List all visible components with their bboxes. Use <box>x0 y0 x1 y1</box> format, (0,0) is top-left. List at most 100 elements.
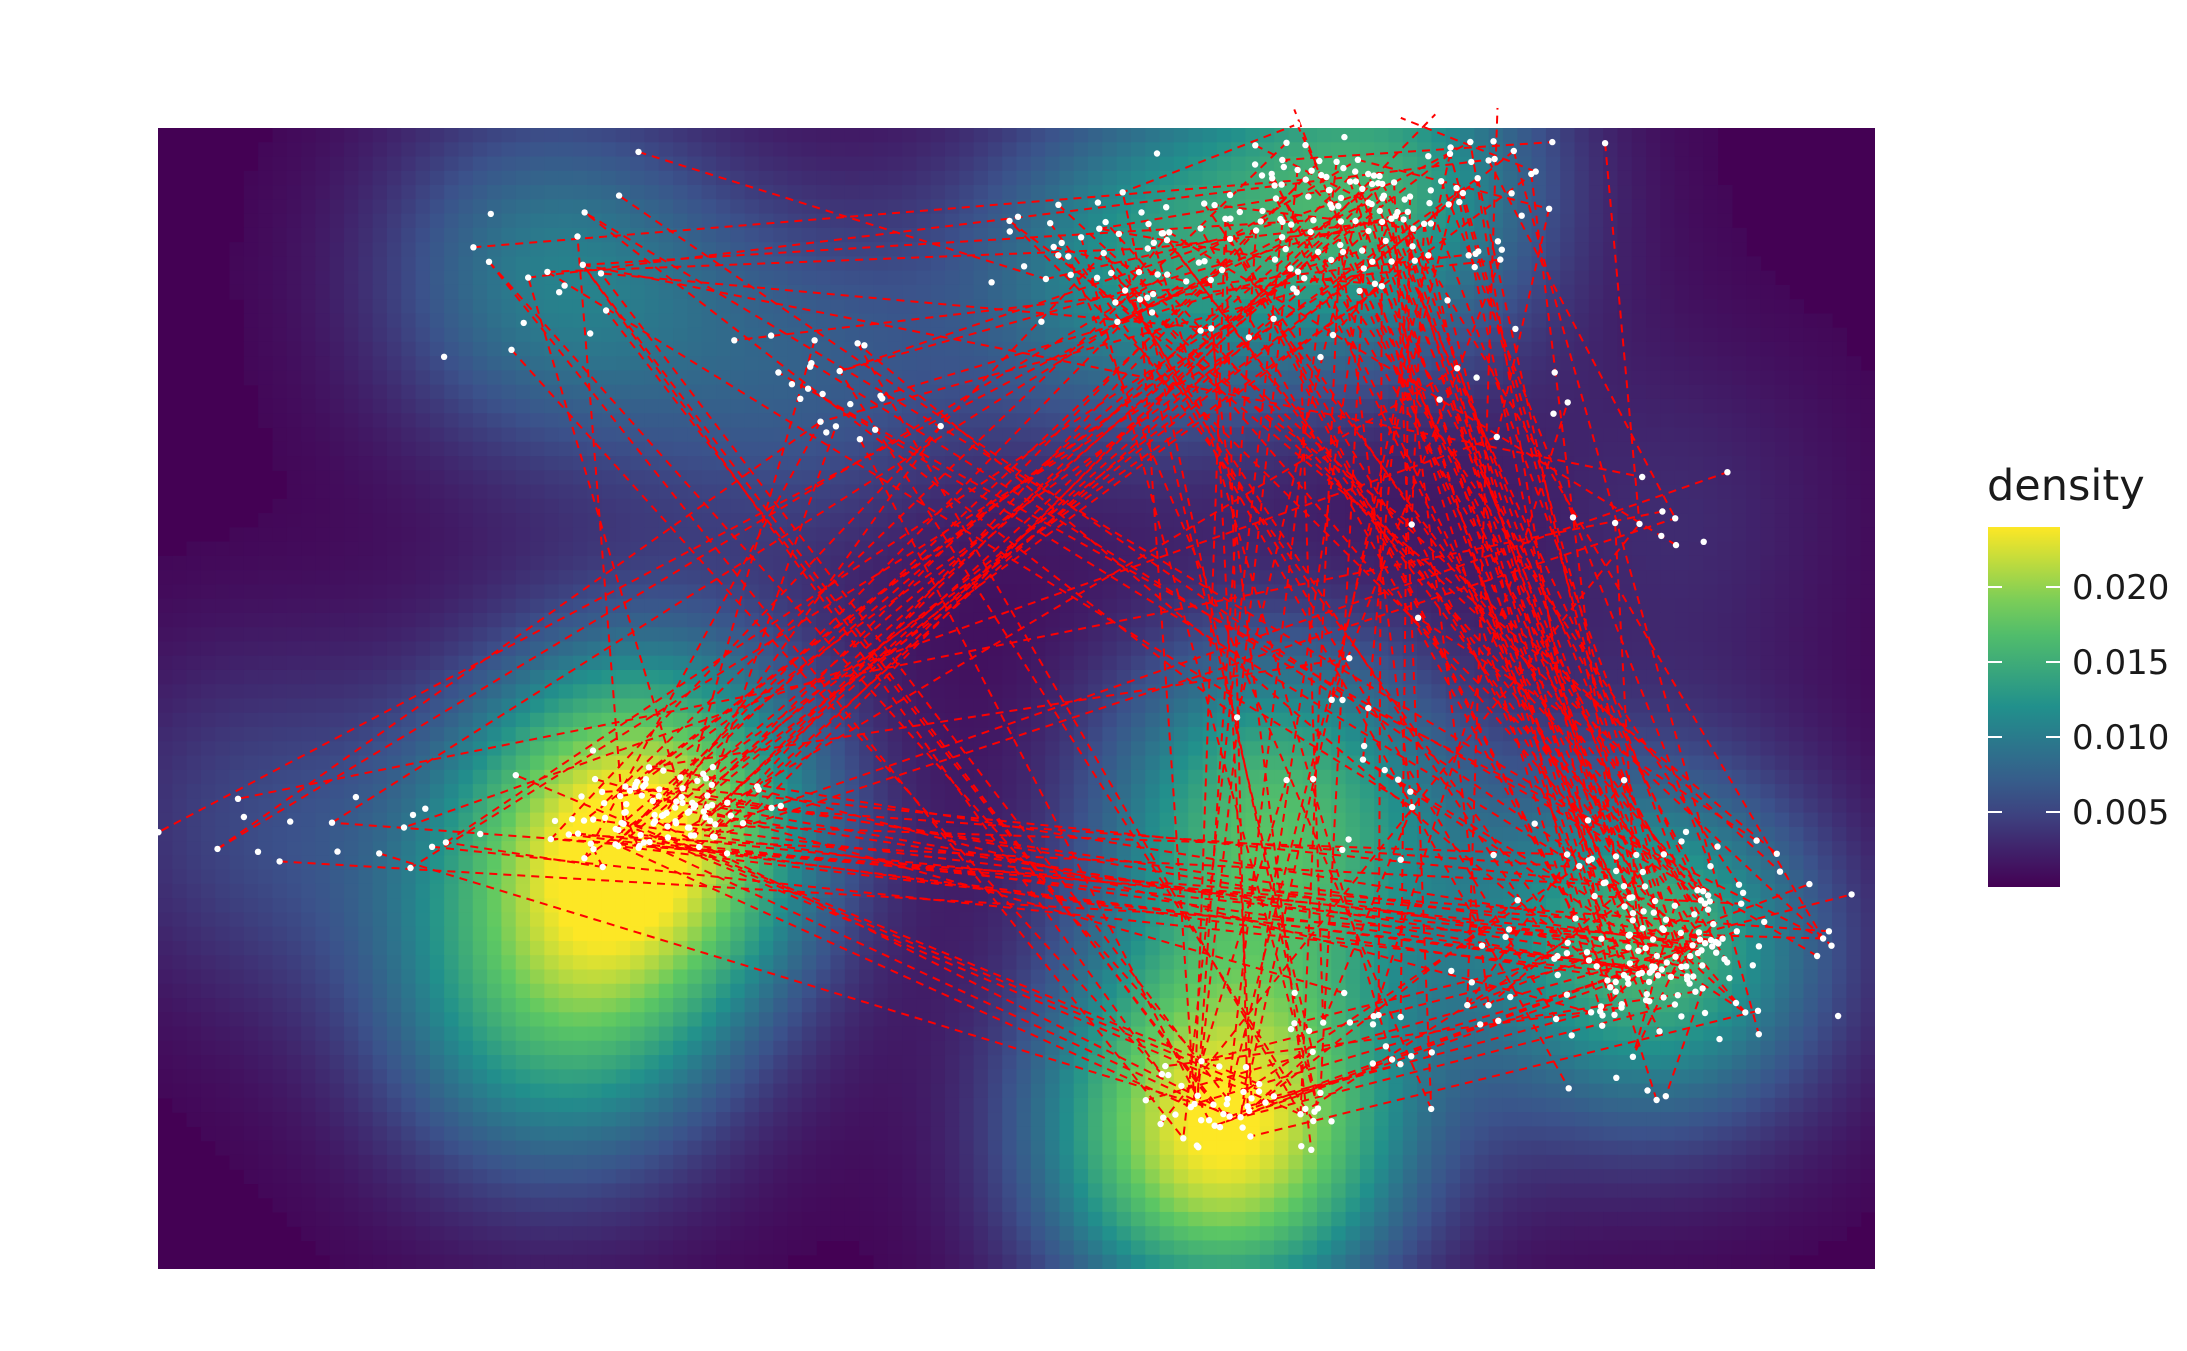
density-cell <box>429 484 445 500</box>
density-cell <box>272 170 288 186</box>
density-cell <box>687 570 703 585</box>
density-cell <box>1388 341 1404 357</box>
density-cell <box>587 242 603 257</box>
density-cell <box>830 313 846 329</box>
density-cell <box>315 413 331 429</box>
density-cell <box>701 270 717 286</box>
density-cell <box>787 199 803 215</box>
density-cell <box>172 627 188 643</box>
density-cell <box>472 755 488 771</box>
density-cell <box>530 256 545 272</box>
density-cell <box>444 384 460 400</box>
density-cell <box>1102 170 1118 186</box>
density-cell <box>630 527 646 543</box>
density-cell <box>716 413 731 429</box>
density-cell <box>329 741 345 757</box>
density-cell <box>673 142 689 158</box>
density-cell <box>1460 484 1475 500</box>
density-cell <box>530 341 545 357</box>
density-cell <box>1431 698 1447 714</box>
density-cell <box>916 299 932 315</box>
density-cell <box>1560 185 1576 200</box>
density-cell <box>472 199 488 215</box>
density-cell <box>243 227 259 243</box>
density-cell <box>544 142 560 158</box>
density-cell <box>272 327 288 343</box>
density-cell <box>401 741 417 757</box>
density-cell <box>1846 513 1862 528</box>
density-cell <box>1502 270 1518 286</box>
density-cell <box>1574 156 1590 172</box>
density-cell <box>844 213 860 229</box>
density-cell <box>944 441 960 457</box>
density-cell <box>544 584 560 600</box>
density-cell <box>1531 213 1547 229</box>
density-cell <box>158 612 173 628</box>
density-cell <box>773 270 789 286</box>
density-cell <box>530 570 545 585</box>
density-cell <box>1789 427 1805 443</box>
density-cell <box>1688 313 1704 329</box>
density-cell <box>329 327 345 343</box>
density-cell <box>1059 570 1075 585</box>
density-cell <box>1073 185 1089 200</box>
density-cell <box>344 384 359 400</box>
density-cell <box>1016 570 1032 585</box>
density-cell <box>544 242 560 257</box>
density-cell <box>1259 484 1275 500</box>
density-cell <box>587 284 603 300</box>
density-cell <box>444 270 460 286</box>
density-cell <box>1631 313 1647 329</box>
density-cell <box>458 684 474 700</box>
density-cell <box>1603 498 1619 514</box>
density-cell <box>258 755 274 771</box>
density-cell <box>458 213 474 229</box>
density-cell <box>1631 370 1647 386</box>
density-cell <box>1231 156 1247 172</box>
density-cell <box>215 655 231 671</box>
density-cell <box>758 470 774 486</box>
density-cell <box>272 641 288 657</box>
density-cell <box>944 199 960 215</box>
density-cell <box>716 441 731 457</box>
density-cell <box>773 299 789 315</box>
density-cell <box>329 598 345 614</box>
density-cell <box>258 142 274 158</box>
density-cell <box>773 541 789 557</box>
density-cell <box>200 541 216 557</box>
density-cell <box>272 627 288 643</box>
density-cell <box>1803 427 1819 443</box>
density-cell <box>272 555 288 571</box>
density-cell <box>286 227 302 243</box>
density-cell <box>1030 441 1046 457</box>
density-cell <box>1860 413 1875 429</box>
density-cell <box>1588 427 1604 443</box>
density-cell <box>1531 284 1547 300</box>
density-cell <box>1688 498 1704 514</box>
density-cell <box>1860 384 1875 400</box>
density-cell <box>558 427 574 443</box>
density-cell <box>1817 641 1833 657</box>
density-cell <box>959 341 975 357</box>
density-cell <box>887 470 903 486</box>
density-cell <box>1774 541 1790 557</box>
density-cell <box>1545 156 1561 172</box>
density-cell <box>1045 128 1061 143</box>
density-cell <box>1574 270 1590 286</box>
density-cell <box>973 227 989 243</box>
density-cell <box>429 513 445 528</box>
density-cell <box>1603 256 1619 272</box>
density-cell <box>873 484 889 500</box>
density-cell <box>515 570 531 585</box>
density-cell <box>272 356 288 372</box>
density-cell <box>615 470 631 486</box>
density-cell <box>658 669 674 685</box>
density-cell <box>744 256 760 272</box>
density-cell <box>315 199 331 215</box>
density-cell <box>1846 370 1862 386</box>
density-cell <box>487 341 502 357</box>
density-cell <box>1688 341 1704 357</box>
density-cell <box>1259 156 1275 172</box>
density-cell <box>1545 128 1561 143</box>
density-cell <box>1045 313 1061 329</box>
